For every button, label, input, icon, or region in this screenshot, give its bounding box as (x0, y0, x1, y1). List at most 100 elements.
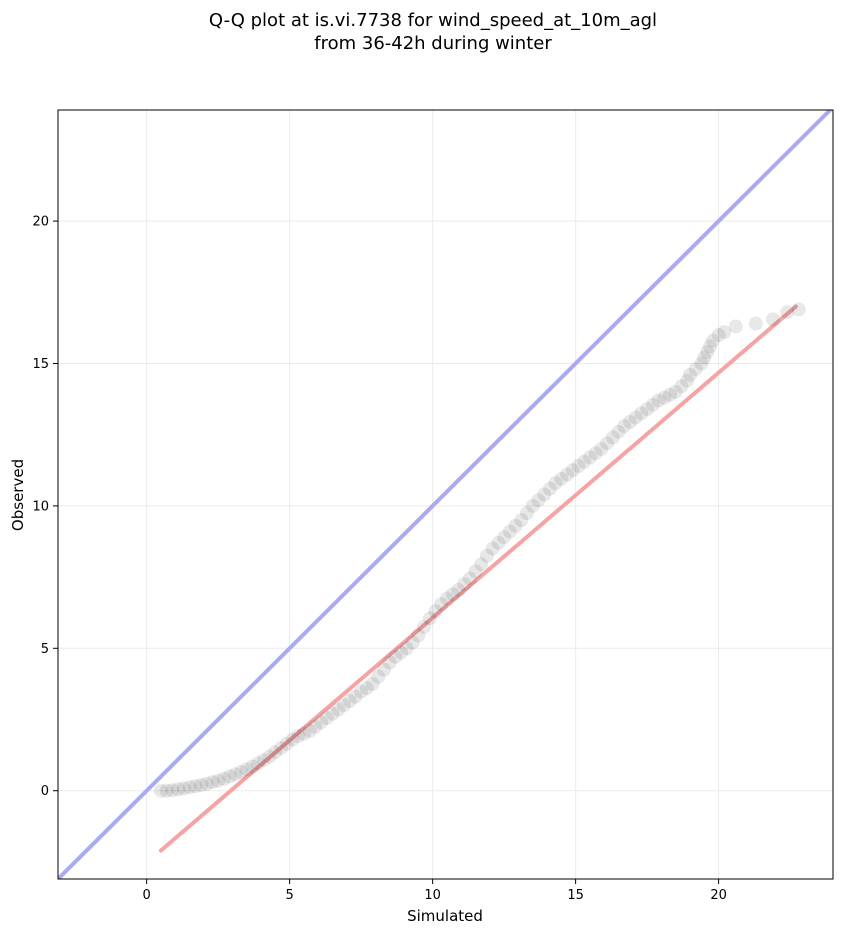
quantile-point (688, 362, 703, 377)
quantile-point (680, 373, 695, 388)
quantile-point (394, 645, 409, 660)
quantile-point (445, 587, 460, 602)
quantile-point (171, 782, 186, 797)
quantile-point (531, 493, 546, 508)
quantile-point (491, 535, 506, 550)
quantile-point (474, 557, 489, 572)
chart-title-line2: from 36-42h during winter (314, 33, 552, 54)
quantile-point (560, 467, 575, 482)
y-tick-label-4: 20 (32, 215, 49, 230)
quantile-point (325, 706, 340, 721)
quantile-point (605, 430, 620, 445)
quantile-point (234, 764, 249, 779)
quantile-point (640, 402, 655, 417)
quantile-point (600, 436, 615, 451)
quantile-point (628, 410, 643, 425)
fit-line (158, 304, 798, 853)
quantile-point (645, 397, 660, 412)
quantile-point (319, 711, 334, 726)
quantile-point (239, 762, 254, 777)
quantile-point (537, 487, 552, 502)
quantile-point (651, 393, 666, 408)
quantile-point (216, 771, 231, 786)
y-axis-label: Observed (9, 459, 27, 531)
quantile-point (336, 698, 351, 713)
quantile-point (462, 571, 477, 586)
quantile-point (485, 541, 500, 556)
x-axis-ticks: 0 5 10 15 20 (143, 879, 727, 903)
quantile-point (565, 463, 580, 478)
quantile-point (308, 719, 323, 734)
y-tick-label-1: 5 (41, 642, 49, 657)
quantile-point (245, 759, 260, 774)
quantile-point (211, 773, 226, 788)
quantile-point (703, 339, 718, 354)
quantile-point (274, 740, 289, 755)
quantile-point (371, 669, 386, 684)
quantile-point (382, 655, 397, 670)
quantile-point (342, 693, 357, 708)
quantile-point (365, 676, 380, 691)
quantile-point (268, 745, 283, 760)
quantile-point (296, 726, 311, 741)
quantile-point (159, 783, 174, 798)
quantile-point (674, 379, 689, 394)
quantile-point (165, 783, 180, 798)
reference-line (58, 110, 833, 879)
quantile-point (514, 513, 529, 528)
quantile-point (717, 325, 732, 340)
quantile-point (728, 319, 743, 334)
quantile-point (571, 459, 586, 474)
quantile-point (388, 649, 403, 664)
x-tick-label-3: 15 (567, 888, 584, 903)
quantile-point (176, 781, 191, 796)
quantile-point (765, 312, 780, 327)
quantile-point (508, 518, 523, 533)
quantile-point (468, 564, 483, 579)
quantile-point (451, 582, 466, 597)
chart-title-line1: Q-Q plot at is.vi.7738 for wind_speed_at… (209, 10, 657, 31)
quantile-point (405, 635, 420, 650)
quantile-point (348, 689, 363, 704)
quantile-point (354, 684, 369, 699)
plot-area (58, 110, 833, 879)
quantile-point (222, 769, 237, 784)
quantile-point (428, 604, 443, 619)
quantile-point (622, 414, 637, 429)
quantile-point (251, 756, 266, 771)
x-tick-label-1: 5 (286, 888, 294, 903)
quantile-point (525, 498, 540, 513)
quantile-point (668, 384, 683, 399)
quantile-point (417, 619, 432, 634)
quantile-point (302, 723, 317, 738)
quantile-point (399, 641, 414, 656)
quantile-point (422, 611, 437, 626)
quantile-point (502, 524, 517, 539)
quantile-point (705, 333, 720, 348)
quantile-point (554, 471, 569, 486)
x-tick-label-0: 0 (143, 888, 151, 903)
quantile-point (617, 419, 632, 434)
plot-frame (57, 109, 834, 880)
quantile-point (634, 406, 649, 421)
y-tick-label-0: 0 (41, 784, 49, 799)
x-axis-label: Simulated (407, 907, 483, 925)
quantile-point (662, 387, 677, 402)
quantile-point (780, 305, 795, 320)
quantile-point (439, 591, 454, 606)
quantile-point (314, 715, 329, 730)
quantile-point (657, 390, 672, 405)
quantile-point (291, 729, 306, 744)
quantile-point (791, 302, 806, 317)
quantile-point (700, 345, 715, 360)
quantile-point (683, 367, 698, 382)
quantile-point (548, 476, 563, 491)
quantile-point (199, 776, 214, 791)
quantile-point (359, 681, 374, 696)
quantile-point (694, 356, 709, 371)
quantile-point (182, 780, 197, 795)
quantile-point (205, 775, 220, 790)
quantile-point (434, 597, 449, 612)
grid (58, 110, 833, 879)
quantile-point (520, 506, 534, 521)
